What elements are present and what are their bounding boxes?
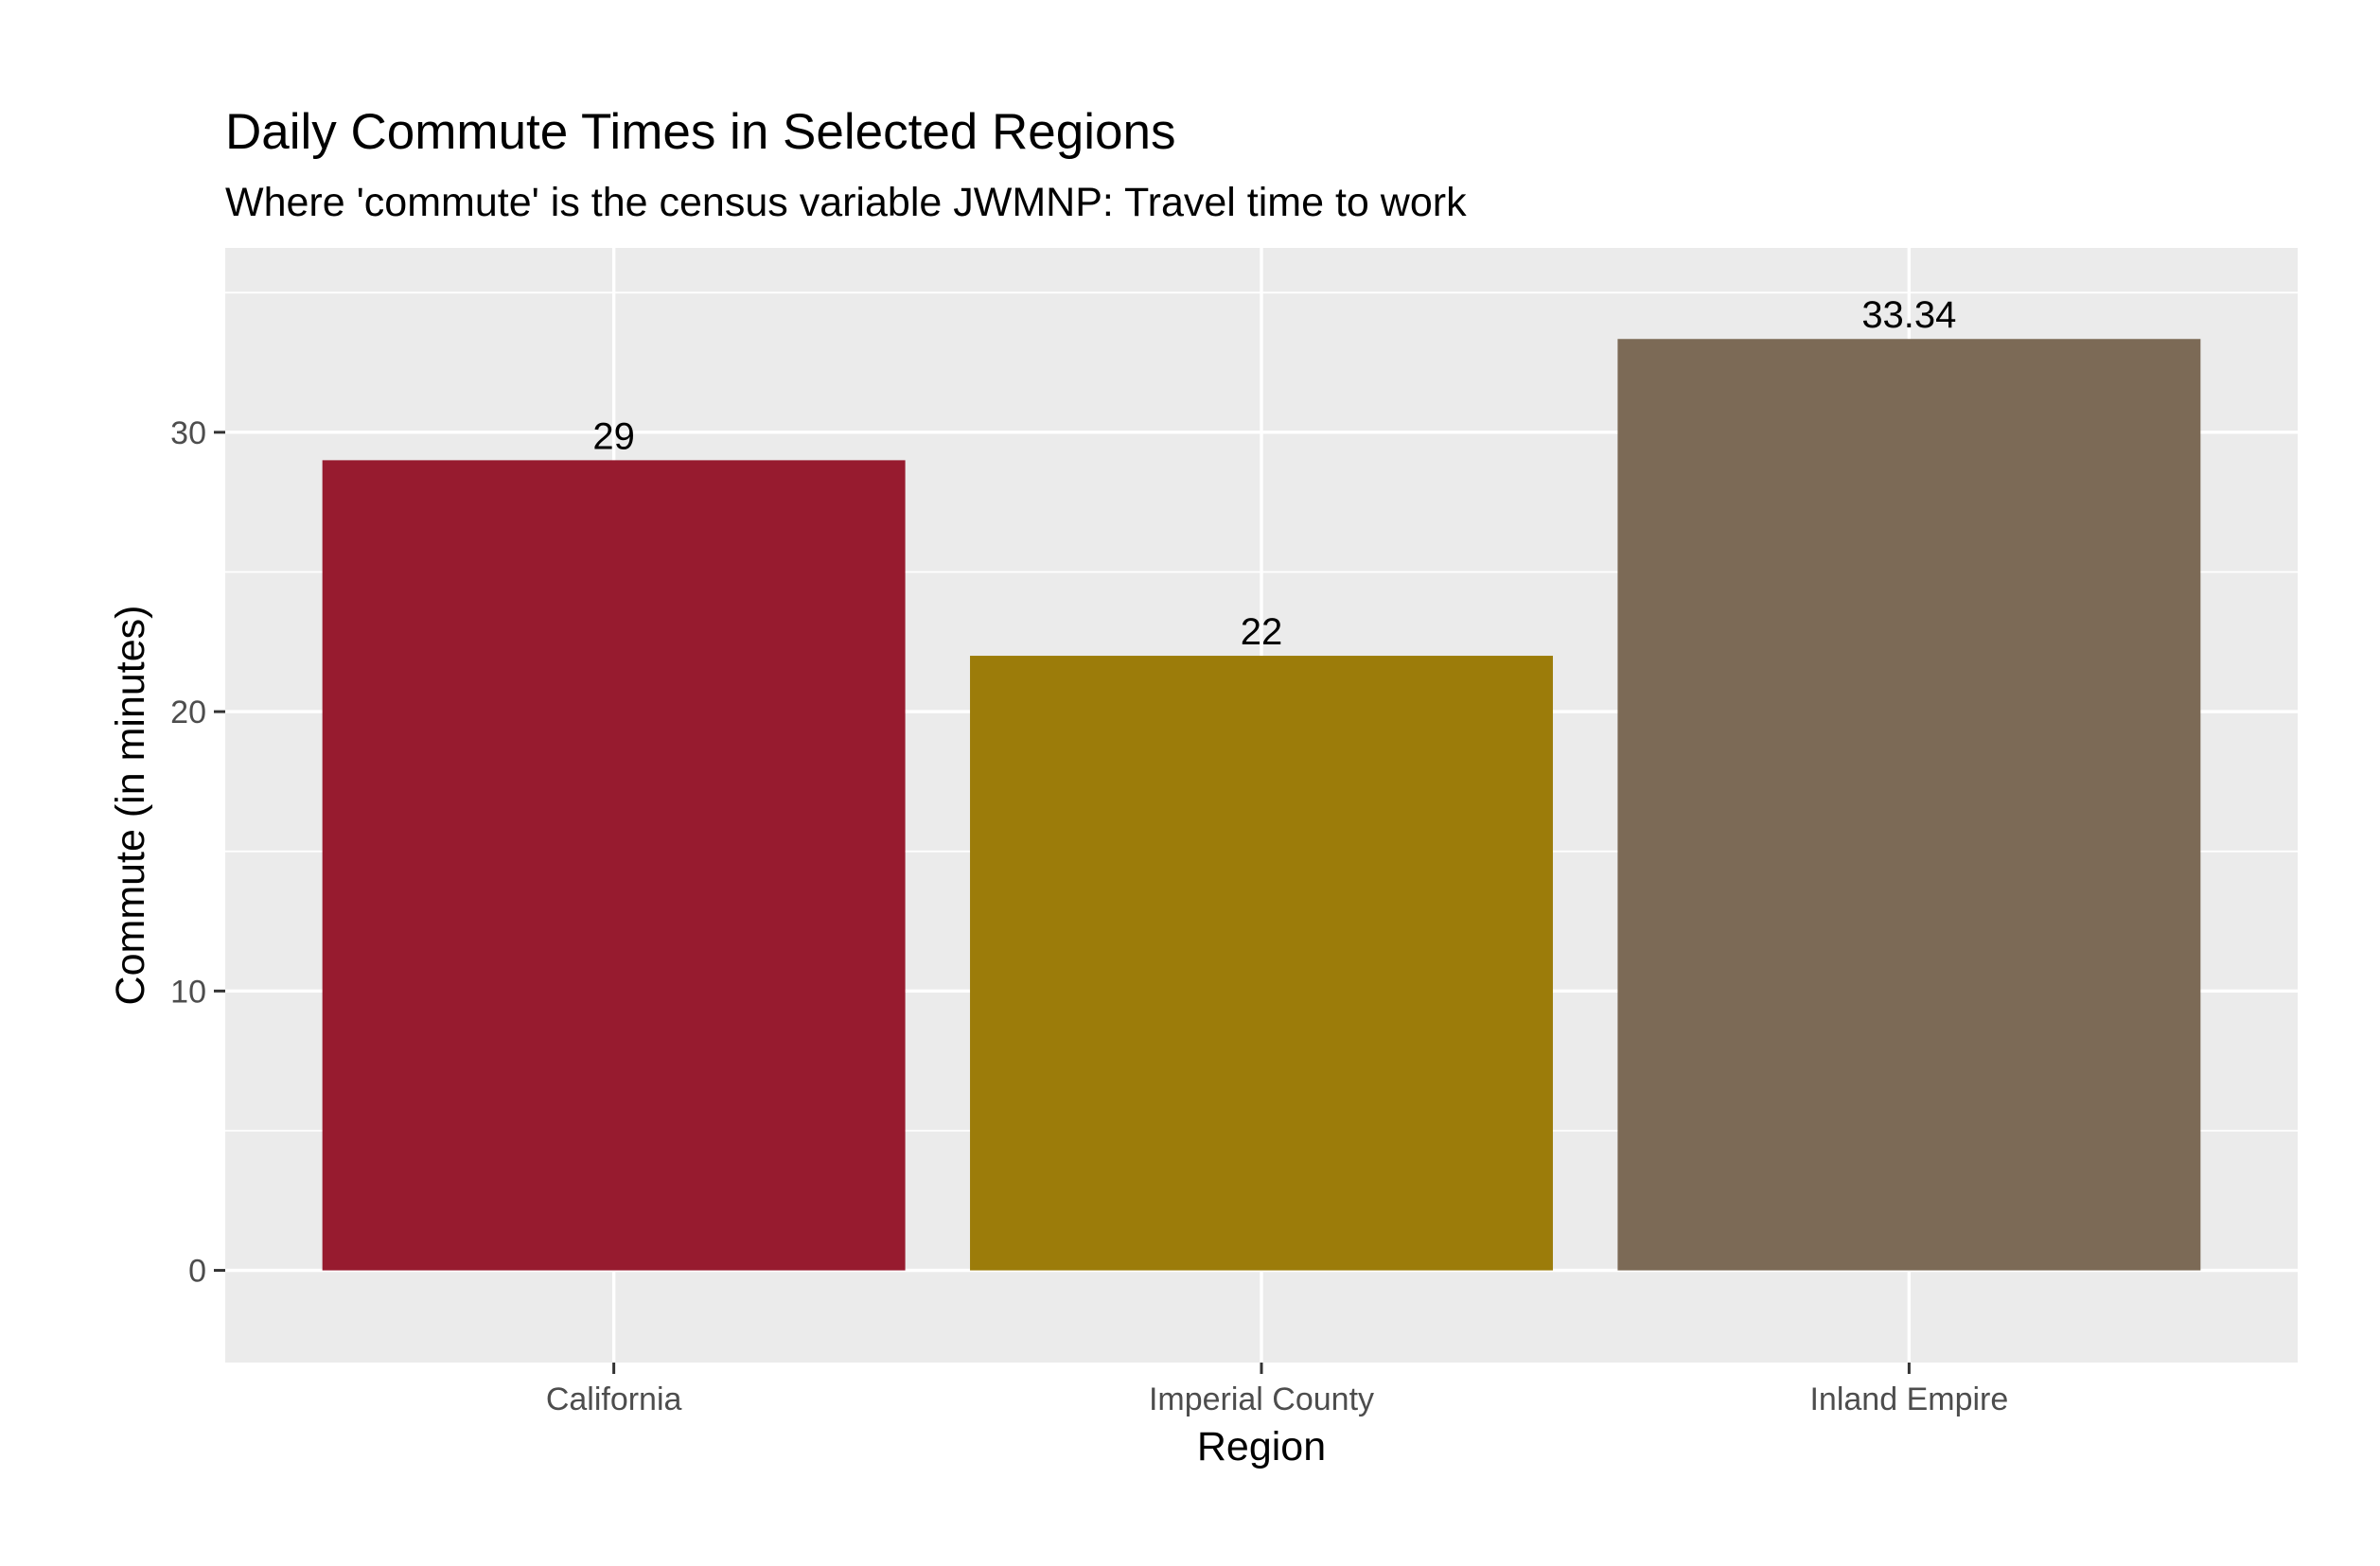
y-tick-label: 30 — [170, 415, 206, 451]
data-label: 22 — [1241, 611, 1283, 653]
bar — [970, 656, 1553, 1271]
bar — [322, 460, 906, 1271]
x-tick-label: California — [546, 1381, 682, 1417]
y-tick-label: 20 — [170, 695, 206, 730]
x-tick-label: Inland Empire — [1809, 1381, 2008, 1417]
data-label: 33.34 — [1861, 294, 1956, 336]
axes: 0 10 20 30 California Imperial County Inland E… — [170, 415, 2008, 1417]
chart-subtitle: Where 'commute' is the census variable J… — [225, 180, 1467, 225]
y-axis-title: Commute (in minutes) — [108, 606, 153, 1006]
x-axis-title: Region — [1197, 1424, 1326, 1469]
bars — [322, 339, 2201, 1271]
data-label: 29 — [592, 415, 635, 457]
y-tick-label: 10 — [170, 974, 206, 1010]
chart-title: Daily Commute Times in Selected Regions — [225, 104, 1175, 160]
y-tick-label: 0 — [188, 1254, 206, 1290]
x-tick-label: Imperial County — [1149, 1381, 1374, 1417]
data-labels: 29 22 33.34 — [592, 294, 1956, 653]
bar — [1617, 339, 2201, 1271]
